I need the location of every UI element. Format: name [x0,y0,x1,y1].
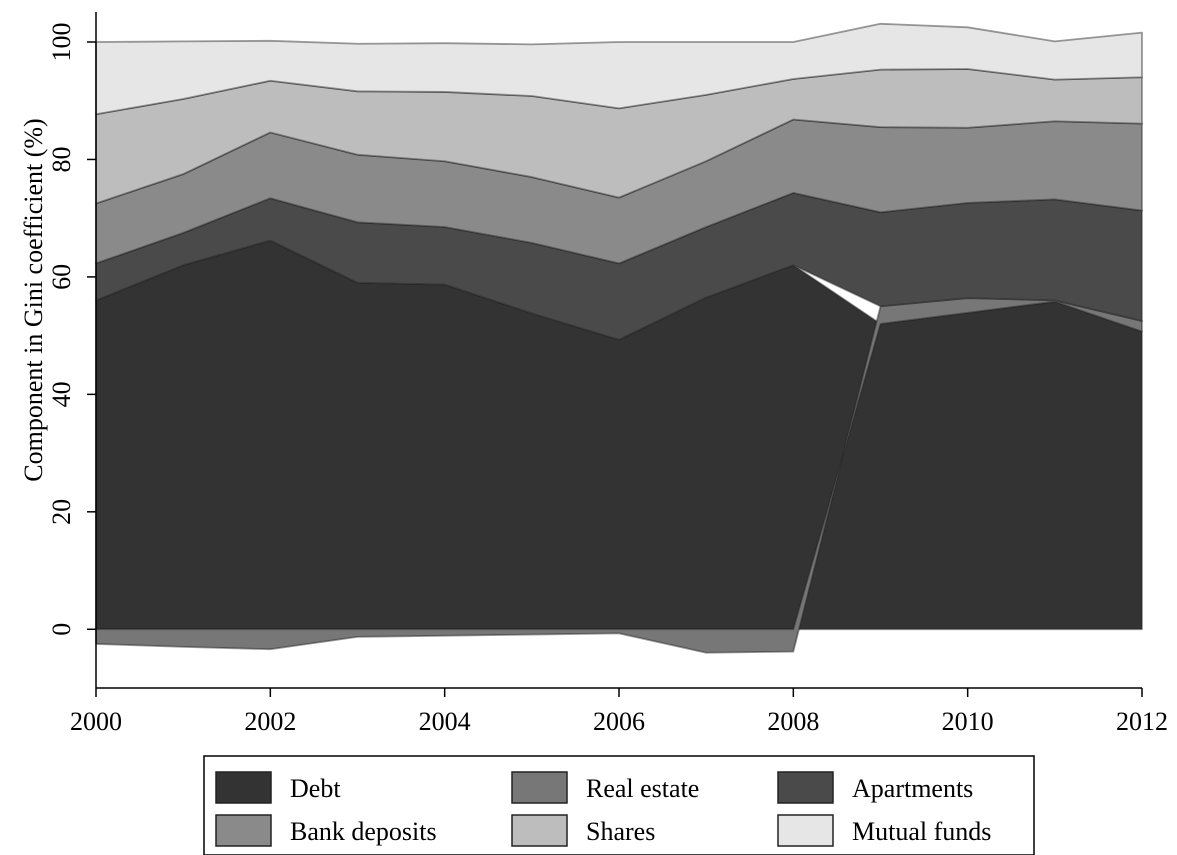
y-tick-label: 40 [47,381,76,407]
legend-swatch-shares [511,814,568,847]
y-tick-label: 60 [47,264,76,290]
x-tick-label: 2010 [942,707,994,736]
area-mutual-funds [95,22,1143,116]
legend-swatch-debt [215,771,272,804]
y-tick-label: 20 [47,499,76,525]
y-tick-label: 100 [47,23,76,62]
plot-areas [95,22,1143,654]
legend-swatch-apartments [777,771,834,804]
legend-label-apartments: Apartments [852,774,973,803]
area-apartments [95,192,1143,341]
legend-swatch-bank-deposits [215,814,272,847]
legend-label-mutual-funds: Mutual funds [852,817,991,846]
legend: Debt Real estate Apartments Bank deposits Sh… [203,755,1035,855]
x-tick-label: 2000 [70,707,122,736]
legend-swatch-real-estate [511,771,568,804]
legend-label-bank-deposits: Bank deposits [290,817,437,846]
x-tick-label: 2002 [244,707,296,736]
axes: 0 20 40 60 80 100 2000 2002 2004 2006 2008 2010 2012 [47,12,1168,736]
legend-label-shares: Shares [586,817,655,846]
x-tick-label: 2012 [1116,707,1168,736]
area-shares [95,68,1143,205]
legend-label-debt: Debt [290,774,341,803]
y-axis-title: Component in Gini coefficient (%) [19,118,48,481]
y-tick-label: 80 [47,146,76,172]
area-real-estate [95,297,1143,654]
x-tick-label: 2004 [419,707,471,736]
x-tick-label: 2008 [767,707,819,736]
legend-swatch-mutual-funds [777,814,834,847]
y-tick-label: 0 [47,623,76,636]
legend-label-real-estate: Real estate [586,774,699,803]
legend-box [203,755,1035,855]
x-tick-label: 2006 [593,707,645,736]
